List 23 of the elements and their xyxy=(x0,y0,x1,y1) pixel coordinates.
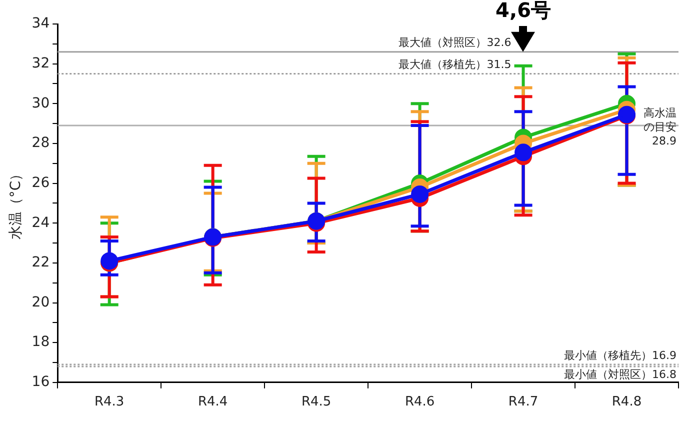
y-tick-label: 18 xyxy=(32,334,50,350)
y-tick-label: 34 xyxy=(32,16,50,32)
x-tick-label: R4.3 xyxy=(94,394,124,410)
x-tick-label: R4.6 xyxy=(404,394,435,410)
ref-line-label: 最小値（対照区）16.8 xyxy=(564,368,676,381)
y-tick-label: 20 xyxy=(32,294,50,310)
y-tick-label: 28 xyxy=(32,135,50,152)
x-tick-label: R4.8 xyxy=(612,394,642,410)
ref-line-label: 最大値（移植先）31.5 xyxy=(398,58,512,72)
y-tick-label: 24 xyxy=(32,214,50,231)
y-tick-label: 32 xyxy=(32,55,50,72)
y-tick-label: 22 xyxy=(32,254,50,271)
x-tick-label: R4.7 xyxy=(508,394,538,410)
ref-line-label: 最大値（対照区）32.6 xyxy=(398,36,512,50)
ref-line-label: 高水温の目安28.9 xyxy=(644,106,676,148)
x-tick-label: R4.4 xyxy=(198,394,228,410)
y-axis-title: 水温（°C） xyxy=(8,166,24,240)
y-tick-label: 30 xyxy=(32,95,50,112)
annotation: 4,6号 xyxy=(496,0,551,22)
x-tick-label: R4.5 xyxy=(301,394,332,410)
y-tick-label: 26 xyxy=(32,174,50,191)
ref-line-label: 最小値（移植先）16.9 xyxy=(564,348,676,362)
y-tick-label: 16 xyxy=(32,374,50,390)
